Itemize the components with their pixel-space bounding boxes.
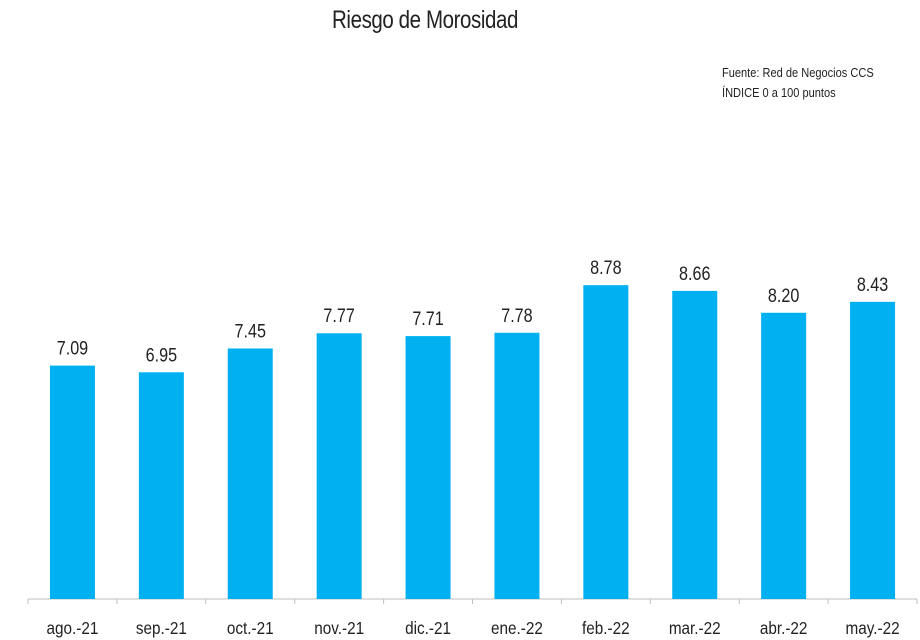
bar (761, 312, 807, 599)
source-note: Fuente: Red de Negocios CCS ÍNDICE 0 a 1… (722, 63, 874, 103)
scale-note: ÍNDICE 0 a 100 puntos (722, 85, 836, 100)
data-label: 8.66 (679, 263, 711, 285)
category-label: ago.-21 (47, 618, 99, 638)
bar (49, 365, 95, 599)
data-label: 7.09 (57, 337, 88, 359)
bar (316, 333, 362, 599)
data-label: 7.45 (235, 320, 267, 342)
data-label: 8.43 (857, 274, 889, 296)
bar (227, 348, 273, 599)
category-label: abr.-22 (760, 618, 808, 638)
data-label: 7.78 (501, 305, 533, 327)
category-label: may.-22 (846, 618, 900, 638)
bar (138, 372, 184, 599)
category-label: sep.-21 (136, 618, 187, 638)
data-label: 7.71 (412, 308, 443, 330)
chart-title: Riesgo de Morosidad (332, 6, 518, 34)
category-label: mar.-22 (669, 618, 721, 638)
data-label: 8.20 (768, 285, 800, 307)
bar (850, 301, 896, 599)
data-label: 6.95 (146, 344, 178, 366)
category-label: oct.-21 (227, 618, 274, 638)
data-label: 8.78 (590, 257, 622, 279)
category-label: ene.-22 (491, 618, 543, 638)
bar (672, 290, 718, 599)
bar (583, 285, 629, 599)
category-label: dic.-21 (405, 618, 451, 638)
bar (494, 332, 540, 599)
data-label: 7.77 (323, 305, 354, 327)
category-label: feb.-22 (582, 618, 630, 638)
category-label: nov.-21 (314, 618, 364, 638)
source-line: Fuente: Red de Negocios CCS (722, 65, 874, 80)
bar (405, 336, 451, 599)
